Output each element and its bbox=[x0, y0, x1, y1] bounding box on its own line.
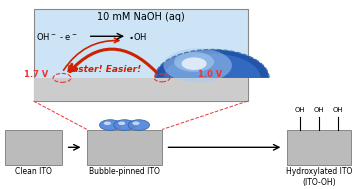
Circle shape bbox=[182, 57, 207, 70]
Circle shape bbox=[104, 122, 111, 125]
Text: 1.0 V: 1.0 V bbox=[198, 70, 222, 79]
Wedge shape bbox=[163, 54, 261, 78]
Wedge shape bbox=[155, 50, 269, 78]
FancyBboxPatch shape bbox=[34, 9, 248, 101]
FancyBboxPatch shape bbox=[34, 78, 248, 101]
Text: OH$^-$ - e$^-$: OH$^-$ - e$^-$ bbox=[35, 31, 77, 42]
Circle shape bbox=[114, 120, 135, 130]
FancyBboxPatch shape bbox=[87, 129, 162, 165]
Text: (ITO-OH): (ITO-OH) bbox=[302, 178, 336, 187]
FancyBboxPatch shape bbox=[5, 129, 62, 165]
Text: Clean ITO: Clean ITO bbox=[15, 167, 52, 176]
Circle shape bbox=[118, 122, 125, 125]
Circle shape bbox=[100, 120, 121, 130]
Circle shape bbox=[174, 52, 214, 72]
Text: $\bullet$OH: $\bullet$OH bbox=[128, 31, 147, 42]
Text: OH: OH bbox=[333, 108, 344, 114]
Text: 10 mM NaOH (aq): 10 mM NaOH (aq) bbox=[97, 12, 185, 22]
Circle shape bbox=[163, 48, 232, 83]
Text: OH: OH bbox=[314, 108, 324, 114]
Circle shape bbox=[128, 120, 150, 130]
Text: 1.7 V: 1.7 V bbox=[24, 70, 48, 79]
Circle shape bbox=[132, 122, 139, 125]
Text: Hydroxylated ITO: Hydroxylated ITO bbox=[286, 167, 352, 176]
Text: OH: OH bbox=[294, 108, 305, 114]
FancyBboxPatch shape bbox=[287, 129, 351, 165]
Text: Faster! Easier!: Faster! Easier! bbox=[67, 65, 141, 74]
FancyArrowPatch shape bbox=[70, 49, 156, 72]
Text: Bubble-pinned ITO: Bubble-pinned ITO bbox=[89, 167, 160, 176]
FancyArrowPatch shape bbox=[64, 38, 119, 70]
